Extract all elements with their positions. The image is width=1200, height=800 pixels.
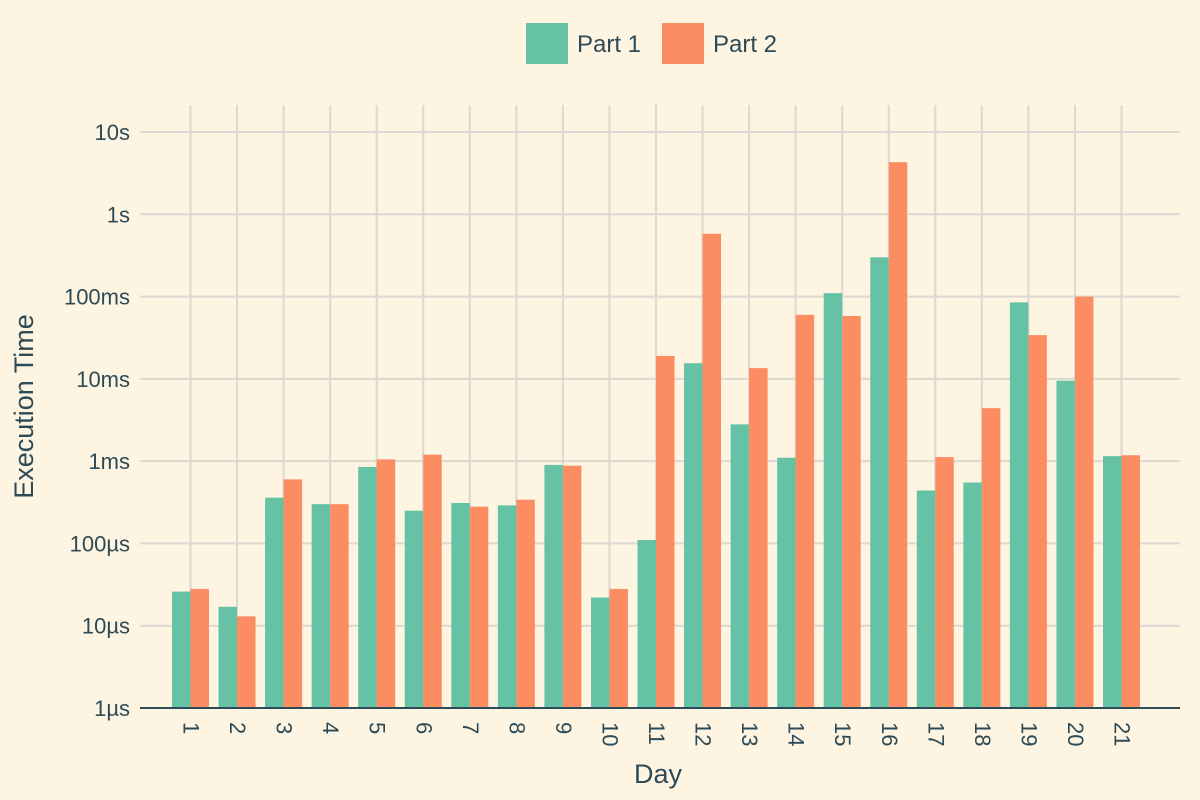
bar-day-16-part1 bbox=[870, 257, 889, 708]
x-axis-title: Day bbox=[634, 759, 683, 789]
x-tick-label: 12 bbox=[691, 722, 716, 746]
y-tick-label: 100ms bbox=[64, 285, 130, 310]
bar-day-18-part2 bbox=[981, 408, 1001, 708]
legend-swatch-1 bbox=[526, 23, 568, 64]
x-tick-label: 15 bbox=[830, 722, 855, 746]
x-tick-label: 14 bbox=[784, 722, 809, 746]
bar-day-17-part2 bbox=[935, 457, 954, 708]
y-tick-label: 10ms bbox=[76, 367, 130, 392]
bar-day-19-part1 bbox=[1009, 302, 1029, 708]
bar-day-1-part2 bbox=[190, 588, 209, 708]
bar-day-4-part1 bbox=[311, 504, 331, 708]
y-tick-label: 10s bbox=[95, 120, 130, 145]
legend-swatch-2 bbox=[662, 23, 704, 64]
x-tick-label: 18 bbox=[970, 722, 995, 746]
x-tick-label: 8 bbox=[504, 722, 529, 734]
bar-day-13-part1 bbox=[730, 424, 750, 708]
bar-day-1-part1 bbox=[172, 591, 191, 708]
y-axis-title: Execution Time bbox=[9, 314, 39, 499]
bar-day-11-part1 bbox=[637, 540, 656, 708]
bar-day-20-part1 bbox=[1056, 380, 1075, 708]
bar-day-10-part2 bbox=[609, 588, 628, 708]
bar-day-9-part1 bbox=[544, 464, 563, 708]
y-tick-label: 1ms bbox=[88, 449, 130, 474]
bar-day-6-part1 bbox=[404, 510, 424, 708]
x-tick-label: 5 bbox=[365, 722, 390, 734]
bar-day-15-part1 bbox=[823, 293, 843, 708]
bar-day-5-part2 bbox=[376, 459, 396, 708]
x-tick-label: 2 bbox=[225, 722, 250, 734]
bar-day-14-part2 bbox=[795, 314, 815, 708]
x-tick-label: 1 bbox=[179, 722, 204, 734]
x-tick-label: 19 bbox=[1016, 722, 1041, 746]
bar-day-16-part2 bbox=[888, 162, 908, 709]
x-tick-label: 13 bbox=[737, 722, 762, 746]
legend-label-2: Part 2 bbox=[713, 31, 777, 58]
bar-day-21-part2 bbox=[1121, 455, 1140, 708]
bar-day-7-part1 bbox=[451, 502, 470, 708]
bar-day-12-part1 bbox=[684, 363, 703, 708]
x-tick-label: 4 bbox=[318, 722, 343, 734]
bar-day-19-part2 bbox=[1028, 335, 1047, 708]
bar-day-9-part2 bbox=[562, 465, 582, 708]
bar-day-17-part1 bbox=[916, 490, 936, 708]
x-tick-label: 3 bbox=[272, 722, 297, 734]
bar-day-8-part2 bbox=[516, 499, 535, 708]
x-tick-label: 9 bbox=[551, 722, 576, 734]
bar-day-5-part1 bbox=[358, 466, 377, 708]
bar-day-12-part2 bbox=[702, 233, 722, 709]
x-tick-label: 20 bbox=[1063, 722, 1088, 746]
bar-day-15-part2 bbox=[842, 316, 861, 708]
bar-day-6-part2 bbox=[423, 454, 442, 708]
bar-day-18-part1 bbox=[963, 482, 982, 708]
y-tick-label: 1s bbox=[107, 202, 130, 227]
bar-day-11-part2 bbox=[656, 355, 675, 708]
x-tick-label: 21 bbox=[1110, 722, 1135, 746]
bar-day-14-part1 bbox=[777, 457, 796, 708]
x-tick-label: 11 bbox=[644, 722, 669, 745]
x-tick-label: 16 bbox=[877, 722, 902, 746]
y-tick-label: 100µs bbox=[70, 531, 130, 556]
bars bbox=[172, 162, 1140, 709]
bar-day-20-part2 bbox=[1074, 296, 1094, 708]
bar-day-4-part2 bbox=[330, 504, 349, 708]
y-tick-label: 1µs bbox=[94, 696, 130, 721]
bar-day-3-part1 bbox=[265, 497, 284, 708]
bar-day-21-part1 bbox=[1103, 456, 1122, 708]
legend: Part 1 Part 2 bbox=[526, 23, 777, 64]
bar-day-10-part1 bbox=[590, 597, 610, 708]
legend-label-1: Part 1 bbox=[577, 31, 641, 58]
x-tick-label: 6 bbox=[411, 722, 436, 734]
bar-day-2-part2 bbox=[237, 616, 256, 708]
bar-day-2-part1 bbox=[218, 606, 238, 708]
bar-day-7-part2 bbox=[469, 506, 489, 708]
x-tick-label: 7 bbox=[458, 722, 483, 734]
bar-day-13-part2 bbox=[749, 368, 768, 708]
y-tick-label: 10µs bbox=[82, 614, 130, 639]
x-tick-label: 10 bbox=[597, 722, 622, 746]
x-tick-label: 17 bbox=[923, 722, 948, 746]
bar-day-8-part1 bbox=[497, 505, 517, 708]
bar-day-3-part2 bbox=[283, 479, 303, 708]
